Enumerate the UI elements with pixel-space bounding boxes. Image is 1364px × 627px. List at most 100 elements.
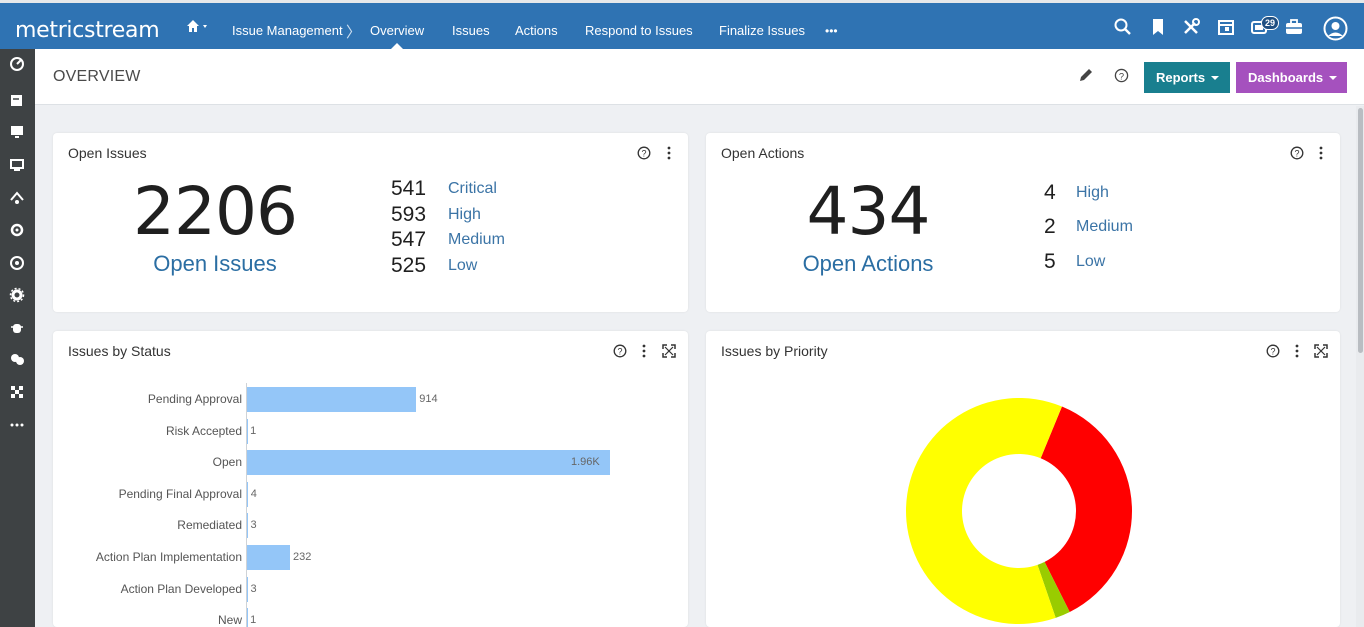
bookmark-icon[interactable] [1148,17,1168,37]
active-tab-indicator [391,43,403,49]
medium-count: 547 [391,228,427,251]
nav-finalize-issues[interactable]: Finalize Issues [719,23,805,38]
issues-by-priority-donut [905,398,1132,624]
help-icon[interactable]: ? [613,344,627,358]
bar[interactable] [247,450,610,476]
issues-by-status-chart: Pending Approval 914 Risk Accepted 1 Open 1.9… [53,331,688,627]
card-title: Open Issues [68,145,147,161]
kebab-menu-icon[interactable] [1290,344,1304,358]
kebab-menu-icon[interactable] [637,344,651,358]
more-icon[interactable] [9,417,25,433]
medium-count: 2 [1044,215,1056,238]
page-scrollbar[interactable] [1356,106,1364,627]
risk-target-icon[interactable] [9,255,25,271]
dashboard-icon[interactable] [9,56,25,72]
bar-category-label: Pending Final Approval [118,486,242,501]
medium-link[interactable]: Medium [448,231,505,248]
svg-text:?: ? [641,149,646,159]
bug-icon[interactable] [9,319,25,335]
calendar-icon[interactable] [1216,17,1236,37]
low-count: 5 [1044,250,1056,273]
bar[interactable] [247,545,290,570]
compliance-icon[interactable] [9,222,25,238]
critical-link[interactable]: Critical [448,180,497,197]
low-count: 525 [391,254,427,277]
card-title: Issues by Status [68,343,171,359]
issues-by-priority-card: Issues by Priority ? [706,331,1340,627]
desktop-icon[interactable] [9,157,25,173]
user-profile-icon[interactable] [1323,16,1348,41]
dashboards-button-label: Dashboards [1248,70,1324,85]
expand-icon[interactable] [1314,344,1328,358]
nav-more-button[interactable]: ••• [825,24,838,38]
bar-category-label: Action Plan Developed [120,581,242,596]
svg-text:?: ? [1270,347,1275,357]
search-icon[interactable] [1113,17,1133,37]
open-actions-total[interactable]: 434 [806,173,931,250]
forms-icon[interactable] [9,92,25,108]
card-title: Issues by Priority [721,343,828,359]
chat-bubbles-icon[interactable] [9,351,25,367]
nav-actions[interactable]: Actions [515,23,558,38]
high-link[interactable]: High [1076,184,1109,201]
high-count: 4 [1044,181,1056,204]
tasks-icon[interactable] [9,190,25,206]
bar-value-label: 914 [419,393,438,405]
page-title: OVERVIEW [53,68,141,85]
dashboards-button[interactable]: Dashboards [1236,62,1347,93]
help-icon[interactable]: ? [1114,68,1129,83]
home-icon[interactable] [184,16,212,36]
low-link[interactable]: Low [448,257,478,274]
low-link[interactable]: Low [1076,253,1106,270]
donut-slice[interactable] [905,398,1062,624]
bar[interactable] [247,481,248,507]
high-link[interactable]: High [448,206,481,223]
bar-category-label: New [217,613,242,627]
monitor-edit-icon[interactable] [9,124,25,140]
kebab-menu-icon[interactable] [1314,146,1328,160]
edit-pencil-icon[interactable] [1078,67,1094,83]
chevron-down-icon [1211,75,1220,80]
briefcase-icon[interactable] [1284,17,1304,37]
nav-issue-management[interactable]: Issue Management [232,23,343,38]
nav-issues[interactable]: Issues [452,23,490,38]
bar-value-label: 3 [250,582,257,595]
bar[interactable] [247,513,248,539]
nav-overview[interactable]: Overview [370,23,425,38]
tools-icon[interactable] [1181,17,1201,37]
logo: metricstream [15,18,160,43]
bar-value-label: 3 [250,519,257,532]
bar-value-label: 1 [250,614,257,627]
open-actions-card: Open Actions ? 434 Open Actions 4 High 2… [706,133,1340,312]
notification-count-badge: 29 [1261,16,1280,30]
medium-link[interactable]: Medium [1076,218,1133,235]
donut-slice[interactable] [1037,561,1070,618]
reports-button[interactable]: Reports [1144,62,1230,93]
bar-category-label: Remediated [177,518,242,533]
bar[interactable] [247,387,417,412]
high-count: 593 [391,203,427,226]
open-issues-total[interactable]: 2206 [133,173,298,250]
help-icon[interactable]: ? [1290,146,1304,160]
chart-axis-line [246,383,247,627]
network-icon[interactable] [9,384,25,400]
card-title: Open Actions [721,145,805,161]
open-actions-label[interactable]: Open Actions [802,251,934,276]
settings-gear-icon[interactable] [9,287,25,303]
reports-button-label: Reports [1156,70,1206,85]
left-sidebar [0,49,35,627]
bar[interactable] [247,576,248,602]
bar-category-label: Open [212,455,242,470]
help-icon[interactable]: ? [637,146,651,160]
svg-text:?: ? [617,347,622,357]
donut-slice[interactable] [1040,406,1132,612]
kebab-menu-icon[interactable] [662,146,676,160]
breadcrumb-separator: 〉 [346,24,362,41]
nav-respond-to-issues[interactable]: Respond to Issues [585,23,693,38]
critical-count: 541 [391,177,427,200]
scrollbar-thumb[interactable] [1358,108,1363,353]
open-issues-label[interactable]: Open Issues [153,251,277,276]
expand-icon[interactable] [662,344,676,358]
bar-category-label: Pending Approval [147,392,242,406]
help-icon[interactable]: ? [1266,344,1280,358]
